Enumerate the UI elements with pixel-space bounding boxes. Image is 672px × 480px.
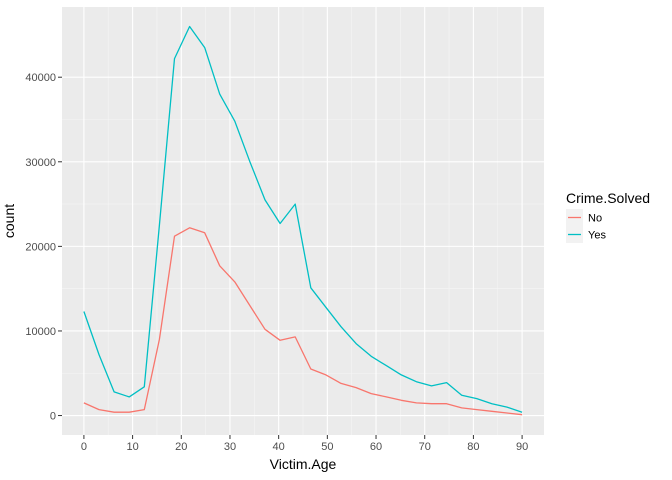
grid-major (62, 7, 544, 435)
series-line-yes (83, 25, 523, 413)
x-tick-label: 20 (175, 441, 187, 453)
y-tick-label: 10000 (25, 326, 56, 338)
y-tick-label: 40000 (25, 72, 56, 84)
x-axis-title: Victim.Age (270, 456, 337, 472)
x-tick-label: 80 (467, 441, 479, 453)
y-tick-label: 30000 (25, 157, 56, 169)
x-tick-label: 0 (81, 441, 87, 453)
legend: Crime.Solved No Yes (566, 190, 650, 243)
x-tick-label: 60 (370, 441, 382, 453)
series-layer (83, 25, 523, 416)
x-tick-label: 90 (516, 441, 528, 453)
x-tick-label: 30 (224, 441, 236, 453)
y-axis-title: count (1, 204, 17, 238)
legend-label-yes: Yes (588, 230, 606, 242)
legend-label-no: No (588, 213, 602, 225)
x-tick-label: 10 (126, 441, 138, 453)
x-tick-label: 50 (321, 441, 333, 453)
x-axis: 0 10 20 30 40 50 60 70 80 90 (81, 435, 528, 453)
y-tick-label: 0 (50, 411, 56, 423)
grid-minor (62, 7, 544, 435)
legend-items: No Yes (566, 209, 606, 243)
legend-title: Crime.Solved (566, 190, 650, 206)
x-tick-label: 70 (419, 441, 431, 453)
y-axis: 0 10000 20000 30000 40000 (25, 72, 62, 423)
x-tick-label: 40 (273, 441, 285, 453)
y-tick-label: 20000 (25, 241, 56, 253)
series-line-no (83, 227, 523, 416)
